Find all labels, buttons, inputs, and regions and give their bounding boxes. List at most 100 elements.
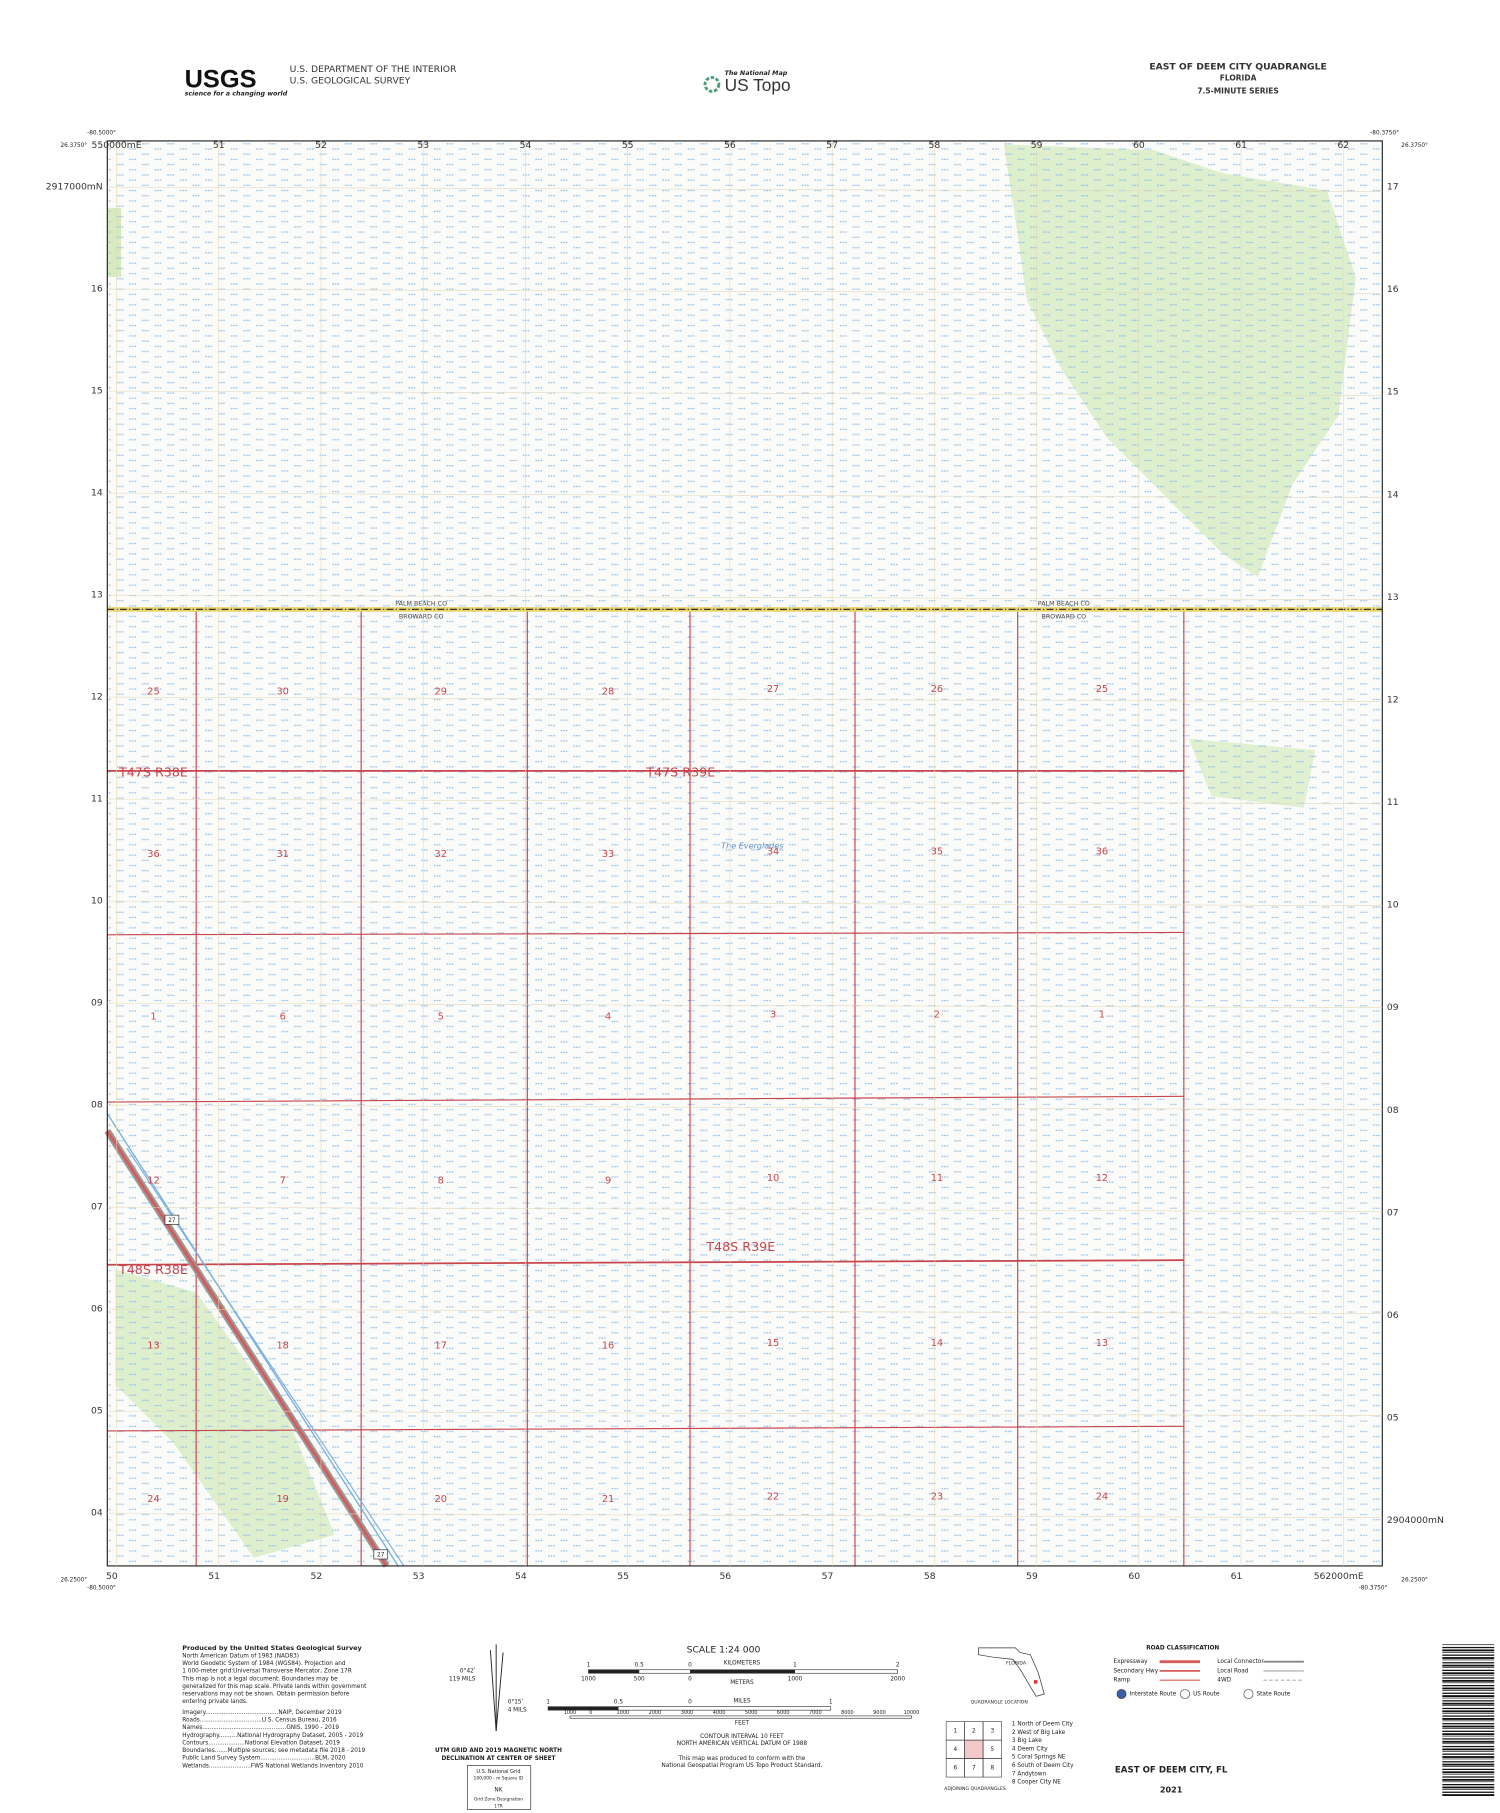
scale-label: 2000 xyxy=(649,1710,662,1716)
county-label: BROWARD CO xyxy=(1042,613,1087,620)
series: 7.5-MINUTE SERIES xyxy=(1197,86,1279,95)
easting-label: 61 xyxy=(1231,1571,1243,1582)
barcode-bar xyxy=(1442,1733,1495,1736)
easting-label: 58 xyxy=(929,140,941,151)
section-number: 23 xyxy=(931,1492,943,1503)
easting-label: 60 xyxy=(1128,1571,1140,1582)
barcode-bar xyxy=(1442,1763,1495,1766)
agency: U.S. GEOLOGICAL SURVEY xyxy=(290,75,411,86)
corner-coordinate: -80.5000° xyxy=(87,130,116,136)
section-number: 12 xyxy=(1096,1173,1108,1184)
neatline xyxy=(106,140,1383,1567)
easting-label: 51 xyxy=(213,140,225,151)
section-number: 20 xyxy=(435,1494,447,1505)
utm-grid-line xyxy=(107,186,1383,192)
township-label: T48S R39E xyxy=(705,1239,775,1254)
barcode-bar xyxy=(1442,1791,1495,1793)
section-number: 35 xyxy=(931,847,943,858)
barcode-bar xyxy=(1442,1677,1495,1679)
location-state: FLORIDA xyxy=(1006,1660,1027,1666)
scale-label: 1000 xyxy=(788,1677,803,1683)
barcode-bar xyxy=(1442,1690,1495,1691)
township-label: T47S R38E xyxy=(118,765,188,780)
declination-angle: 119 MILS xyxy=(449,1677,476,1683)
county-label: BROWARD CO xyxy=(399,613,444,620)
barcode-bar xyxy=(1442,1657,1495,1659)
national-map: The National Map xyxy=(725,69,788,77)
adjoining-number: 6 xyxy=(954,1765,958,1771)
marsh-symbols xyxy=(107,140,1383,1566)
source-credit: Contours....................National Ele… xyxy=(182,1740,340,1746)
barcode-bar xyxy=(1442,1766,1495,1767)
barcode-bar xyxy=(1442,1697,1495,1699)
true-north-arrow xyxy=(495,1652,504,1731)
section-number: 33 xyxy=(602,849,614,860)
barcode-bar xyxy=(1442,1776,1495,1778)
section-lines xyxy=(107,609,1185,1566)
section-number: 1 xyxy=(1099,1009,1105,1020)
adjoining-number: 2 xyxy=(972,1728,976,1734)
corner-coordinate: 26.3750° xyxy=(61,143,88,149)
northing-label: 04 xyxy=(91,1508,103,1519)
scale-label: 1000 xyxy=(617,1710,630,1716)
utm-grid-line xyxy=(107,594,1383,600)
section-number: 27 xyxy=(767,684,779,695)
scale-label: 500 xyxy=(634,1677,645,1683)
source-credit: Wetlands.......................FWS Natio… xyxy=(182,1763,363,1769)
barcode-bar xyxy=(1442,1669,1495,1672)
route-legend-label: Interstate Route xyxy=(1130,1692,1177,1698)
usng-gzd: 17R xyxy=(494,1803,503,1809)
place-label: The Everglades xyxy=(721,841,784,850)
easting-label: 562000mE xyxy=(1314,1571,1364,1582)
township-line xyxy=(107,1259,1184,1266)
easting-label: 59 xyxy=(1031,140,1043,151)
township-label: T48S R38E xyxy=(118,1262,188,1277)
corner-coordinate: 26.3750° xyxy=(1401,143,1428,149)
section-number: 9 xyxy=(605,1176,611,1187)
scale-label: 7000 xyxy=(809,1710,822,1716)
utm-grid-line xyxy=(107,798,1383,804)
map-note: generalized for this map scale. Private … xyxy=(182,1684,367,1690)
northing-label: 16 xyxy=(1387,284,1399,295)
barcode-bar xyxy=(1442,1778,1495,1781)
section-number: 18 xyxy=(276,1341,288,1352)
adjoining-number: 4 xyxy=(954,1747,958,1753)
northing-label: 13 xyxy=(91,590,103,601)
barcode-bar xyxy=(1442,1771,1495,1774)
scale-label: 1 xyxy=(829,1700,833,1706)
scale-label: 2000 xyxy=(890,1677,905,1683)
barcode-bar xyxy=(1442,1748,1495,1751)
scale-label: 6000 xyxy=(777,1710,790,1716)
section-number: 10 xyxy=(767,1173,779,1184)
easting-label: 56 xyxy=(719,1571,731,1582)
easting-label: 57 xyxy=(826,140,838,151)
barcode-bar xyxy=(1442,1740,1495,1743)
barcode xyxy=(1442,1644,1495,1796)
road xyxy=(106,1130,388,1567)
adjoining-name: 8 Cooper City NE xyxy=(1012,1780,1061,1786)
adjoining-number: 8 xyxy=(990,1765,994,1771)
barcode-bar xyxy=(1442,1659,1495,1661)
county-label: PALM BEACH CO xyxy=(1038,601,1090,608)
section-line xyxy=(107,1095,1184,1103)
section-number: 36 xyxy=(1096,847,1108,858)
scale-title: SCALE 1:24 000 xyxy=(687,1645,761,1656)
utm-grid-line xyxy=(107,1104,1383,1110)
barcode-bar xyxy=(1442,1735,1495,1737)
section-number: 12 xyxy=(147,1176,159,1187)
scale-label: 1000 xyxy=(581,1677,596,1683)
barcode-bar xyxy=(1442,1730,1495,1732)
contour-note: CONTOUR INTERVAL 10 FEET xyxy=(700,1734,784,1740)
route-legend-symbol xyxy=(1180,1689,1190,1699)
route-legend-symbol xyxy=(1243,1689,1254,1699)
adjoining-name: 2 West of Big Lake xyxy=(1012,1730,1066,1736)
quad-location-marker xyxy=(1033,1680,1038,1684)
barcode-bar xyxy=(1442,1679,1495,1682)
barcode-bar xyxy=(1442,1728,1495,1729)
map-frame xyxy=(104,140,1383,1568)
utm-grid-line xyxy=(107,1206,1383,1212)
section-number: 7 xyxy=(280,1176,286,1187)
source-credit: Roads..................................U… xyxy=(182,1718,337,1724)
